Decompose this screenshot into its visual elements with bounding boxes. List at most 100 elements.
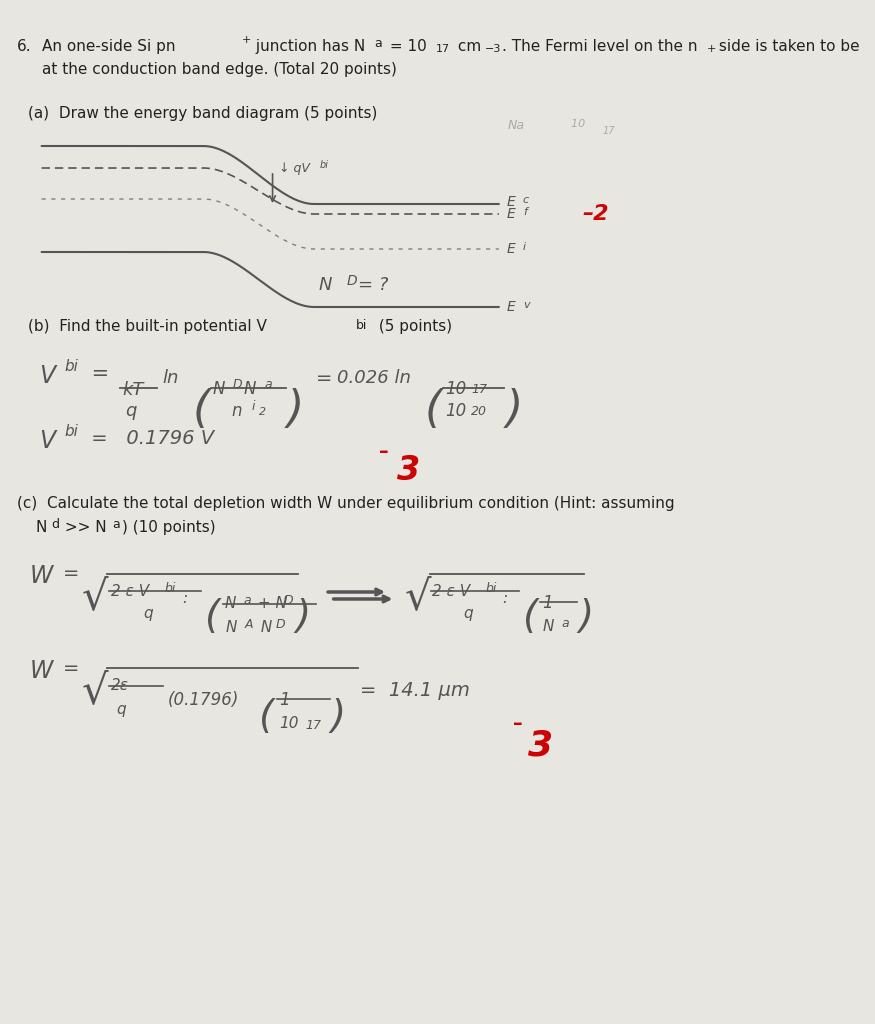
Text: = ?: = ? [359, 276, 388, 294]
Text: +: + [242, 35, 251, 45]
Text: V: V [38, 429, 55, 453]
Text: √: √ [81, 670, 108, 712]
Text: = 10: = 10 [385, 39, 427, 54]
Text: i: i [523, 242, 526, 252]
Text: :: : [502, 591, 507, 606]
Text: −3: −3 [485, 44, 501, 54]
Text: W: W [30, 564, 53, 588]
Text: q: q [463, 606, 472, 621]
Text: (b)  Find the built-in potential V: (b) Find the built-in potential V [28, 319, 267, 334]
Text: ): ) [331, 698, 346, 736]
Text: –: – [379, 442, 388, 461]
Text: d: d [51, 518, 59, 531]
Text: cm: cm [452, 39, 481, 54]
Text: ): ) [578, 598, 593, 636]
Text: :: : [182, 591, 187, 606]
Text: +: + [707, 44, 716, 54]
Text: 17: 17 [602, 126, 615, 136]
Text: =   0.1796 V: = 0.1796 V [85, 429, 214, 449]
Text: E: E [507, 195, 515, 209]
Text: ) (10 points): ) (10 points) [122, 520, 215, 535]
Text: ): ) [286, 388, 304, 431]
Text: =  14.1 μm: = 14.1 μm [360, 681, 470, 700]
Text: 1: 1 [542, 594, 553, 612]
Text: (a)  Draw the energy band diagram (5 points): (a) Draw the energy band diagram (5 poin… [28, 106, 377, 121]
Text: E: E [507, 207, 515, 221]
Text: ln: ln [163, 369, 179, 387]
Text: (: ( [192, 388, 209, 431]
Text: W: W [30, 659, 53, 683]
Text: A: A [245, 618, 254, 631]
Text: 0.026 ln: 0.026 ln [337, 369, 411, 387]
Text: (5 points): (5 points) [374, 319, 452, 334]
Text: 17: 17 [436, 44, 451, 54]
Text: D: D [276, 618, 285, 631]
Text: + N: + N [253, 596, 287, 611]
Text: at the conduction band edge. (Total 20 points): at the conduction band edge. (Total 20 p… [42, 62, 396, 77]
Text: kT: kT [122, 381, 144, 399]
Text: N: N [244, 380, 256, 398]
Text: bi: bi [65, 424, 79, 439]
Text: (c)  Calculate the total depletion width W under equilibrium condition (Hint: as: (c) Calculate the total depletion width … [17, 496, 675, 511]
Text: An one-side Si pn: An one-side Si pn [42, 39, 175, 54]
Text: 6.: 6. [17, 39, 32, 54]
Text: 20: 20 [472, 406, 487, 418]
Text: ): ) [296, 598, 311, 636]
Text: N: N [225, 596, 236, 611]
Text: 10: 10 [445, 380, 466, 398]
Text: bi: bi [164, 582, 176, 595]
Text: D: D [346, 274, 357, 288]
Text: q: q [126, 402, 137, 420]
Text: 2 ε V: 2 ε V [432, 584, 471, 599]
Text: . The Fermi level on the n: . The Fermi level on the n [501, 39, 697, 54]
Text: a: a [113, 518, 121, 531]
Text: junction has N: junction has N [251, 39, 366, 54]
Text: N: N [255, 620, 272, 635]
Text: 3: 3 [528, 729, 554, 763]
Text: q: q [116, 702, 126, 717]
Text: =: = [85, 364, 109, 384]
Text: 1: 1 [279, 691, 290, 709]
Text: 2ε: 2ε [111, 678, 129, 693]
Text: D: D [233, 378, 242, 391]
Text: N: N [318, 276, 332, 294]
Text: N: N [213, 380, 225, 398]
Text: f: f [523, 207, 527, 217]
Text: 10: 10 [564, 119, 584, 129]
Text: N: N [35, 520, 46, 535]
Text: q: q [144, 606, 153, 621]
Text: –2: –2 [582, 204, 609, 224]
Text: 3: 3 [397, 454, 421, 487]
Text: –: – [513, 714, 522, 733]
Text: 2 ε V: 2 ε V [111, 584, 149, 599]
Text: N: N [542, 618, 554, 634]
Text: (: ( [205, 598, 220, 636]
Text: V: V [38, 364, 55, 388]
Text: bi: bi [319, 160, 329, 170]
Text: c: c [523, 195, 529, 205]
Text: =: = [63, 564, 80, 583]
Text: Na: Na [508, 119, 525, 132]
Text: 10: 10 [279, 716, 298, 731]
Text: >> N: >> N [60, 520, 107, 535]
Text: 17: 17 [304, 719, 321, 732]
Text: ): ) [506, 388, 522, 431]
Text: =: = [63, 659, 80, 678]
Text: a: a [374, 37, 382, 50]
Text: a: a [264, 378, 272, 391]
Text: E: E [507, 242, 515, 256]
Text: bi: bi [65, 359, 79, 374]
Text: 10: 10 [445, 402, 466, 420]
Text: side is taken to be: side is taken to be [714, 39, 860, 54]
Text: (0.1796): (0.1796) [168, 691, 240, 709]
Text: 17: 17 [472, 383, 487, 396]
Text: (: ( [523, 598, 538, 636]
Text: bi: bi [486, 582, 497, 595]
Text: =: = [316, 369, 332, 388]
Text: (: ( [259, 698, 274, 736]
Text: N: N [226, 620, 237, 635]
Text: v: v [523, 300, 529, 310]
Text: bi: bi [356, 319, 368, 332]
Text: a: a [243, 594, 250, 607]
Text: 2: 2 [259, 407, 266, 417]
